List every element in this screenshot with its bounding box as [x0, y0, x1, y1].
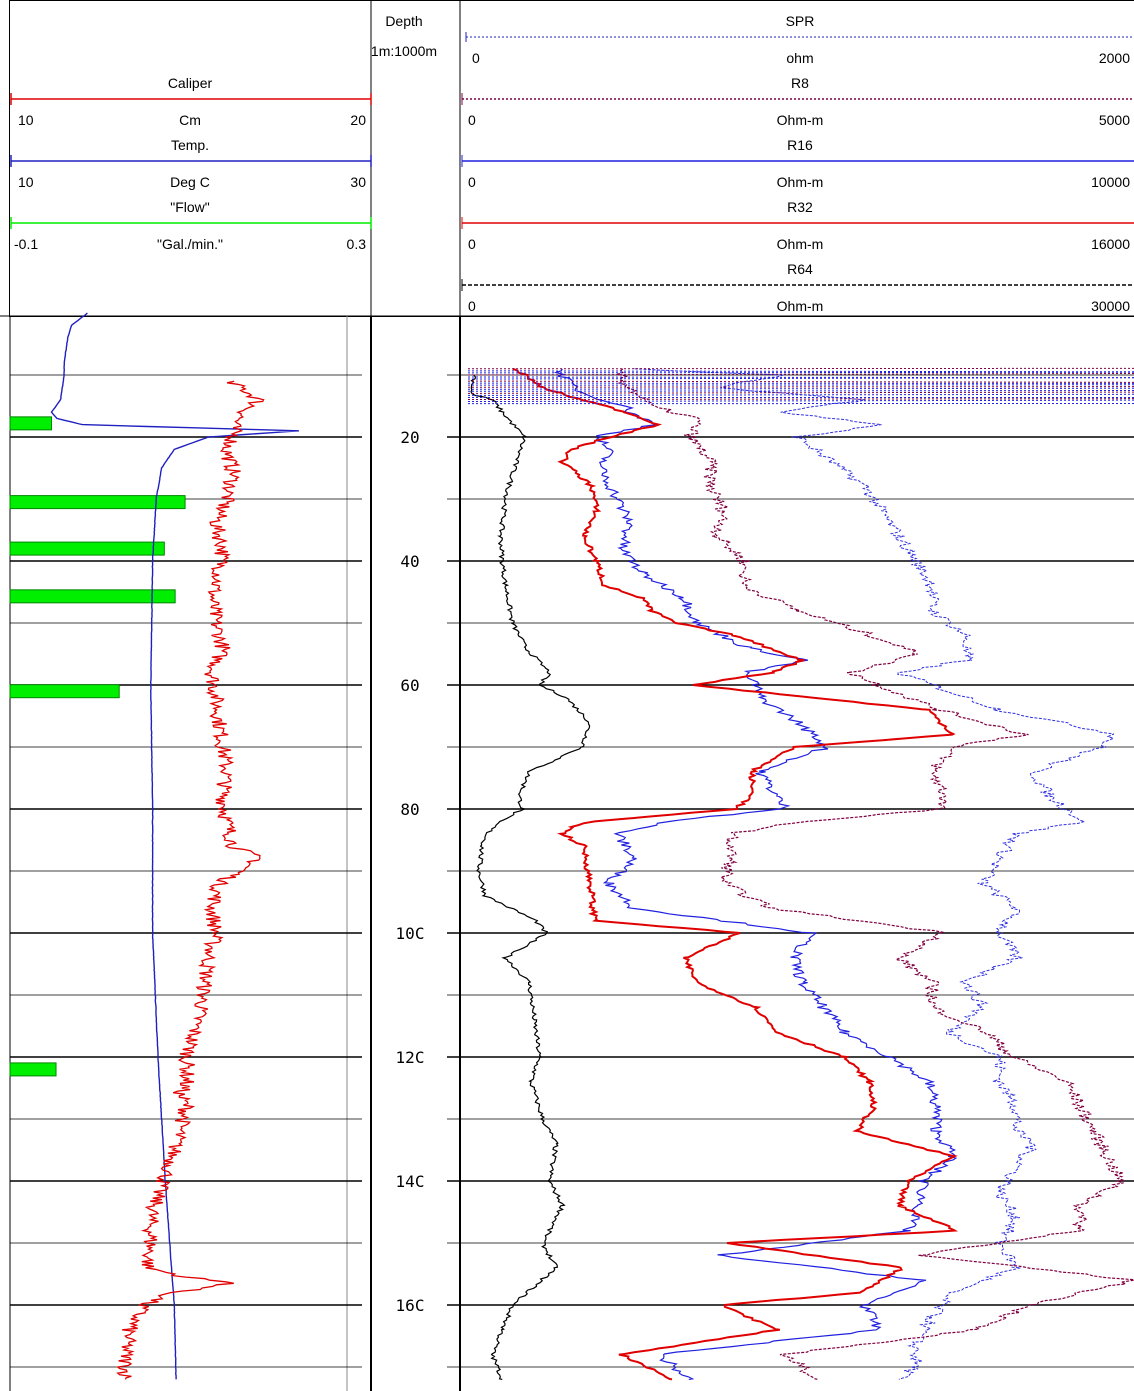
- offscale-trace: [467, 386, 1134, 388]
- temperature-curve: [50, 312, 299, 1380]
- spr-curve: [470, 374, 591, 1380]
- spr-max: 2000: [1099, 50, 1130, 66]
- r64-name: R64: [787, 261, 813, 277]
- caliper-curve: [116, 380, 265, 1380]
- r64-min: 0: [468, 298, 476, 314]
- r32-name: R32: [787, 199, 813, 215]
- depth-tick-label: 14C: [396, 1172, 425, 1191]
- r8-min: 0: [468, 112, 476, 128]
- spr-min: 0: [472, 50, 480, 66]
- offscale-trace: [467, 398, 1134, 400]
- spr-unit: ohm: [786, 50, 813, 66]
- flow-bar: [9, 541, 165, 556]
- caliper-name: Caliper: [168, 75, 213, 91]
- depth-tick-label: 10C: [396, 924, 425, 943]
- temp-unit: Deg C: [170, 174, 210, 190]
- flow-name: "Flow": [170, 199, 210, 215]
- depth-scale-label: 1m:1000m: [371, 43, 437, 59]
- depth-tick-label: 80: [400, 800, 419, 819]
- left-track-header: Caliper 10 Cm 20 Temp. 10 Deg C 30 "Flow…: [10, 75, 372, 252]
- offscale-trace: [467, 371, 1134, 374]
- temp-max: 30: [350, 174, 366, 190]
- caliper-min: 10: [18, 112, 34, 128]
- header-frame: [9, 0, 1134, 317]
- right-track-header: SPR 0 ohm 2000 R8 0 Ohm-m 5000 R16 0 Ohm…: [461, 13, 1134, 314]
- flow-bar: [9, 416, 53, 431]
- spr-name: SPR: [786, 13, 815, 29]
- flow-max: 0.3: [347, 236, 367, 252]
- plot-area: 20 40 60 80 10C 12C 14C 16C: [9, 312, 1134, 1391]
- r64-max: 30000: [1091, 298, 1130, 314]
- offscale-trace: [467, 377, 1134, 380]
- offscale-trace: [467, 380, 1134, 383]
- depth-tick-labels: 20 40 60 80 10C 12C 14C 16C: [396, 428, 425, 1315]
- offscale-trace: [467, 393, 1134, 396]
- flow-bar: [9, 589, 176, 604]
- offscale-trace: [467, 391, 1134, 394]
- flow-bar: [9, 684, 120, 699]
- r64-unit: Ohm-m: [777, 298, 824, 314]
- depth-grid: [10, 374, 1134, 1368]
- temp-min: 10: [18, 174, 34, 190]
- r32-max: 16000: [1091, 236, 1130, 252]
- offscale-trace: [467, 372, 1134, 376]
- temp-name: Temp.: [171, 137, 209, 153]
- flow-bars: [9, 416, 186, 1077]
- offscale-trace: [467, 399, 1134, 403]
- offscale-trace: [467, 389, 1134, 392]
- r32-min: 0: [468, 236, 476, 252]
- caliper-unit: Cm: [179, 112, 201, 128]
- depth-tick-label: 40: [400, 552, 419, 571]
- r16-curve: [553, 368, 958, 1380]
- r32-curve: [512, 367, 959, 1381]
- r16-min: 0: [468, 174, 476, 190]
- depth-header-label: Depth: [385, 13, 422, 29]
- r16-unit: Ohm-m: [777, 174, 824, 190]
- r8-max: 5000: [1099, 112, 1130, 128]
- caliper-max: 20: [350, 112, 366, 128]
- r8-curve: [616, 368, 1134, 1380]
- depth-tick-label: 16C: [396, 1296, 425, 1315]
- r16-name: R16: [787, 137, 813, 153]
- r8-unit: Ohm-m: [777, 112, 824, 128]
- r64-curve: [634, 368, 1115, 1380]
- depth-tick-label: 20: [400, 428, 419, 447]
- flow-bar: [9, 495, 186, 510]
- depth-tick-label: 60: [400, 676, 419, 695]
- r8-name: R8: [791, 75, 809, 91]
- depth-tick-label: 12C: [396, 1048, 425, 1067]
- flow-bar: [9, 1062, 57, 1077]
- offscale-trace: [467, 376, 1134, 379]
- r32-unit: Ohm-m: [777, 236, 824, 252]
- offscale-trace: [467, 370, 1134, 373]
- flow-min: -0.1: [14, 236, 38, 252]
- log-curves: [50, 312, 1134, 1381]
- r16-max: 10000: [1091, 174, 1130, 190]
- flow-unit: "Gal./min.": [157, 236, 223, 252]
- offscale-trace: [467, 387, 1134, 390]
